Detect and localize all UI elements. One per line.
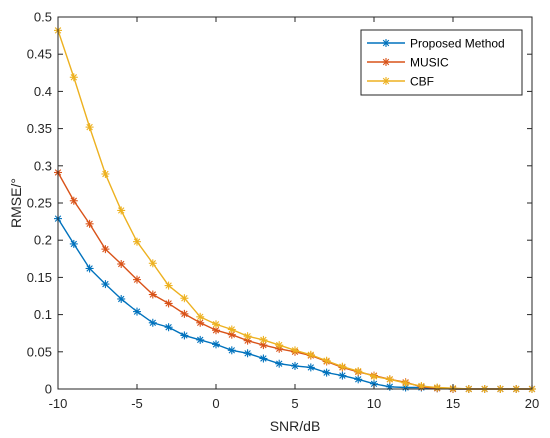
data-point	[180, 331, 189, 340]
data-point	[322, 356, 331, 365]
data-point	[385, 382, 394, 391]
data-point	[243, 349, 252, 358]
data-point	[133, 237, 141, 246]
data-point	[382, 58, 390, 66]
data-point	[259, 335, 268, 344]
x-tick-label: 15	[446, 396, 460, 411]
data-point	[180, 294, 189, 303]
data-point	[164, 299, 173, 308]
legend-item: MUSIC	[367, 56, 449, 70]
legend: Proposed Method MUSIC CBF	[360, 29, 523, 96]
legend-label: Proposed Method	[410, 37, 505, 51]
data-point	[69, 196, 78, 205]
data-point	[338, 362, 347, 371]
data-point	[212, 320, 220, 329]
data-point	[275, 359, 284, 368]
data-point	[338, 371, 347, 380]
data-point	[85, 219, 94, 228]
data-point	[164, 281, 173, 290]
data-point	[69, 73, 78, 82]
y-tick-label: 0.45	[27, 47, 52, 62]
y-tick-label: 0.5	[34, 10, 52, 25]
data-point	[354, 367, 363, 376]
data-point	[117, 206, 126, 215]
data-point	[306, 363, 315, 372]
y-tick-label: 0.35	[27, 121, 52, 136]
data-point	[164, 323, 173, 332]
data-point	[401, 379, 410, 388]
y-tick-label: 0.4	[34, 84, 52, 99]
data-point	[101, 245, 110, 254]
data-point	[148, 290, 157, 299]
data-point	[180, 309, 189, 318]
data-point	[385, 375, 394, 384]
x-tick-label: 5	[291, 396, 298, 411]
data-point	[101, 280, 110, 289]
data-point	[291, 346, 299, 355]
data-point	[148, 318, 157, 327]
y-tick-label: 0	[45, 382, 52, 397]
x-tick-label: 10	[367, 396, 381, 411]
x-tick-label: 20	[525, 396, 539, 411]
y-tick-label: 0.1	[34, 307, 52, 322]
data-point	[259, 354, 268, 363]
legend-item: CBF	[367, 75, 434, 89]
x-tick-label: -5	[131, 396, 143, 411]
data-point	[370, 372, 378, 381]
legend-label: MUSIC	[410, 56, 449, 70]
data-point	[382, 77, 390, 85]
data-point	[196, 312, 205, 321]
data-point	[117, 260, 126, 269]
y-tick-label: 0.25	[27, 196, 52, 211]
x-tick-label: 0	[212, 396, 219, 411]
y-tick-label: 0.2	[34, 233, 52, 248]
data-point	[212, 340, 220, 349]
y-axis-label: RMSE/°	[8, 178, 24, 228]
data-point	[291, 361, 299, 370]
y-tick-label: 0.3	[34, 158, 52, 173]
data-point	[306, 350, 315, 359]
data-point	[196, 335, 205, 344]
axis-layer: -10 -5 0 5 10 15 20 0 0.05 0.1 0.15 0.2 0.25 0.3 0.35 0…	[27, 10, 540, 412]
data-point	[227, 325, 236, 334]
data-point	[133, 307, 141, 316]
y-tick-label: 0.05	[27, 344, 52, 359]
data-point	[69, 239, 78, 248]
data-point	[148, 259, 157, 268]
data-point	[85, 123, 94, 132]
legend-item: Proposed Method	[367, 37, 505, 51]
data-point	[85, 264, 94, 273]
data-point	[117, 294, 126, 303]
x-axis-label: SNR/dB	[270, 418, 321, 434]
data-point	[227, 346, 236, 355]
legend-label: CBF	[410, 75, 434, 89]
data-point	[322, 368, 331, 377]
data-point	[196, 318, 205, 327]
x-tick-label: -10	[49, 396, 68, 411]
data-point	[354, 375, 363, 384]
data-point	[133, 275, 141, 284]
data-point	[243, 332, 252, 341]
data-point	[101, 169, 110, 178]
plot-frame	[57, 16, 533, 390]
data-point	[275, 341, 284, 350]
y-tick-label: 0.15	[27, 270, 52, 285]
data-point	[382, 39, 390, 47]
data-point	[433, 383, 442, 392]
